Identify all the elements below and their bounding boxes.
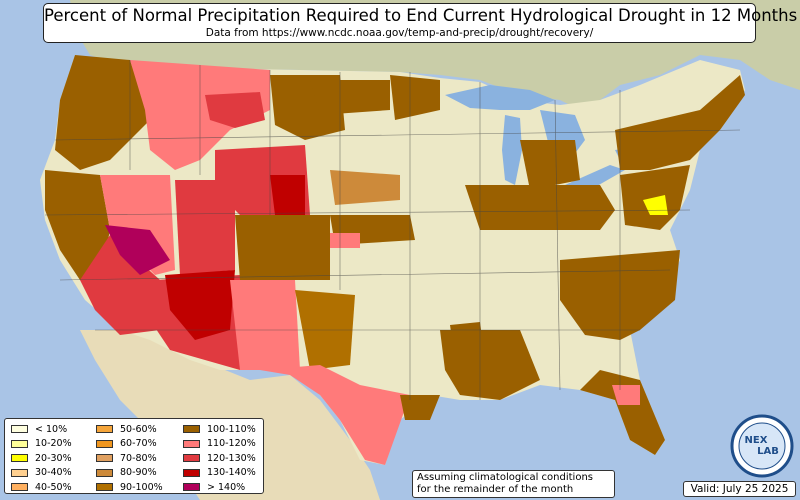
legend-label: 120-130%	[207, 452, 256, 464]
legend-swatch	[11, 483, 28, 492]
legend-label: 100-110%	[207, 423, 256, 435]
region-pacific-northwest	[55, 55, 150, 170]
legend-label: > 140%	[207, 481, 246, 493]
legend-swatch	[11, 468, 28, 477]
region-texas	[260, 365, 410, 465]
logo-text-bottom: LAB	[757, 446, 779, 457]
legend-swatch	[183, 425, 200, 434]
assumption-note: Assuming climatological conditions for t…	[412, 470, 615, 498]
region-texas-coast	[400, 395, 440, 420]
valid-date: Valid: July 25 2025	[683, 481, 796, 497]
note-line-1: Assuming climatological conditions	[417, 472, 593, 483]
legend-label: 60-70%	[120, 438, 157, 450]
legend-swatch	[96, 439, 113, 448]
legend-label: 10-20%	[35, 438, 72, 450]
region-kansas-pink	[330, 233, 360, 248]
region-minnesota	[390, 75, 440, 120]
lake-superior	[445, 85, 555, 110]
legend-item: 130-140%	[183, 466, 256, 481]
region-michigan	[520, 140, 580, 190]
region-nevada-south	[105, 225, 170, 275]
map-subtitle: Data from https://www.ncdc.noaa.gov/temp…	[205, 27, 594, 39]
region-new-mexico	[230, 280, 300, 370]
legend-swatch	[11, 454, 28, 463]
map-title: Percent of Normal Precipitation Required…	[44, 6, 798, 25]
logo-globe	[738, 422, 786, 470]
region-california-north	[45, 170, 110, 280]
region-utah	[175, 180, 235, 275]
legend-swatch	[96, 425, 113, 434]
lake-erie	[565, 165, 625, 190]
legend-swatch	[183, 439, 200, 448]
title-box: Percent of Normal Precipitation Required…	[43, 3, 798, 43]
legend-swatch	[183, 468, 200, 477]
legend-swatch	[11, 439, 28, 448]
lake-michigan	[502, 115, 522, 185]
legend-column-2: 50-60% 60-70% 70-80% 80-90% 90-100%	[96, 422, 163, 495]
region-nebraska	[330, 170, 400, 205]
legend-item: 40-50%	[11, 480, 72, 495]
legend-item: 120-130%	[183, 451, 256, 466]
region-florida	[580, 370, 665, 455]
legend-swatch	[96, 468, 113, 477]
region-dakotas	[310, 80, 390, 115]
legend-item: 100-110%	[183, 422, 256, 437]
region-california-south	[80, 235, 160, 335]
legend-item: < 10%	[11, 422, 72, 437]
region-midwest	[465, 185, 615, 230]
legend-item: 20-30%	[11, 451, 72, 466]
region-montana-red	[205, 92, 265, 128]
legend-item: 60-70%	[96, 437, 163, 452]
region-arizona-dark	[165, 270, 235, 340]
state-borders	[44, 60, 741, 400]
legend-item: 70-80%	[96, 451, 163, 466]
legend-column-1: < 10% 10-20% 20-30% 30-40% 40-50%	[11, 422, 72, 495]
legend-swatch	[183, 454, 200, 463]
legend-item: 50-60%	[96, 422, 163, 437]
legend: < 10% 10-20% 20-30% 30-40% 40-50% 50-60%…	[4, 418, 264, 494]
legend-label: 20-30%	[35, 452, 72, 464]
note-line-2: for the remainder of the month	[417, 484, 574, 495]
legend-column-3: 100-110% 110-120% 120-130% 130-140% > 14…	[183, 422, 256, 495]
region-arkansas	[450, 322, 485, 360]
region-florida-pink	[612, 385, 640, 405]
legend-item: 110-120%	[183, 437, 256, 452]
legend-label: 130-140%	[207, 467, 256, 479]
legend-label: 110-120%	[207, 438, 256, 450]
legend-label: < 10%	[35, 423, 68, 435]
legend-item: 10-20%	[11, 437, 72, 452]
mexico-land	[80, 330, 380, 500]
logo-text-top: NEX	[745, 435, 768, 446]
nexlab-logo: NEX LAB	[730, 414, 794, 478]
legend-swatch	[11, 425, 28, 434]
legend-label: 30-40%	[35, 467, 72, 479]
legend-swatch	[96, 483, 113, 492]
legend-label: 40-50%	[35, 481, 72, 493]
legend-item: 90-100%	[96, 480, 163, 495]
legend-swatch	[96, 454, 113, 463]
region-colorado-west-brown	[235, 215, 330, 280]
legend-swatch	[183, 483, 200, 492]
legend-label: 80-90%	[120, 467, 157, 479]
legend-item: > 140%	[183, 480, 256, 495]
legend-item: 80-90%	[96, 466, 163, 481]
legend-item: 30-40%	[11, 466, 72, 481]
legend-label: 50-60%	[120, 423, 157, 435]
legend-label: 70-80%	[120, 452, 157, 464]
region-northeast	[615, 75, 745, 170]
region-colorado-east	[270, 175, 305, 215]
legend-label: 90-100%	[120, 481, 163, 493]
